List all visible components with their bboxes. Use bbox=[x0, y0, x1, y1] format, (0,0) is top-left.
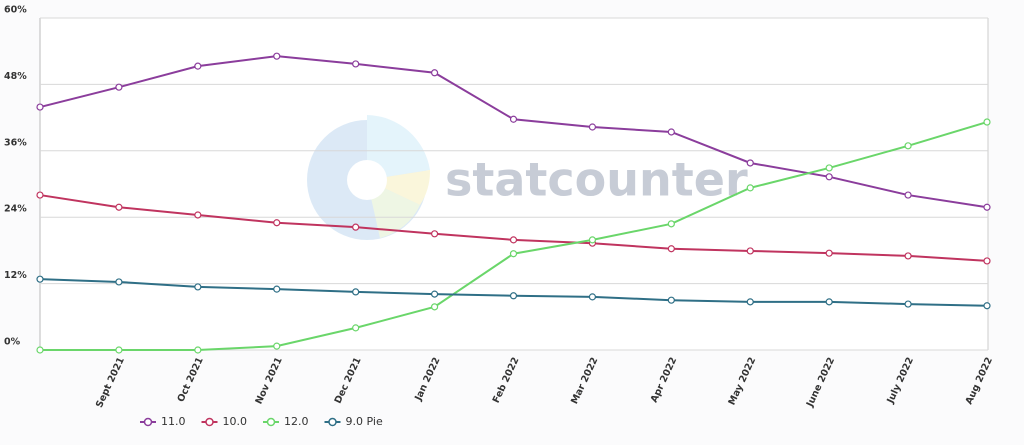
data-point bbox=[667, 245, 675, 253]
data-point bbox=[746, 159, 754, 167]
data-point bbox=[194, 346, 202, 354]
data-point bbox=[509, 292, 518, 300]
data-point bbox=[825, 164, 833, 172]
legend-label: 10.0 bbox=[223, 415, 248, 428]
data-point bbox=[430, 290, 439, 298]
data-point bbox=[352, 324, 360, 332]
legend-label: 9.0 Pie bbox=[346, 415, 383, 428]
data-point bbox=[352, 60, 360, 68]
data-point bbox=[36, 103, 44, 111]
data-point bbox=[746, 298, 754, 306]
data-point bbox=[667, 220, 675, 228]
data-point bbox=[430, 69, 439, 77]
data-point bbox=[588, 293, 597, 301]
y-tick-label: 24% bbox=[4, 204, 27, 215]
data-point bbox=[194, 283, 202, 291]
watermark: statcounter bbox=[445, 153, 748, 207]
data-point bbox=[194, 62, 202, 70]
data-point bbox=[904, 142, 912, 150]
data-point bbox=[746, 247, 754, 255]
data-point bbox=[825, 298, 833, 306]
data-point bbox=[667, 296, 675, 304]
data-point bbox=[36, 275, 44, 283]
data-point bbox=[588, 236, 597, 244]
data-point bbox=[904, 252, 912, 260]
y-tick-label: 36% bbox=[4, 137, 27, 148]
data-point bbox=[983, 118, 991, 126]
legend-label: 11.0 bbox=[161, 415, 186, 428]
legend-marker bbox=[205, 417, 214, 427]
legend-marker bbox=[266, 417, 276, 427]
data-point bbox=[509, 250, 518, 258]
y-tick-label: 60% bbox=[4, 5, 27, 16]
legend-label: 12.0 bbox=[284, 415, 309, 428]
data-point bbox=[983, 203, 991, 211]
data-point bbox=[115, 83, 123, 91]
data-point bbox=[273, 342, 281, 350]
data-point bbox=[825, 249, 833, 257]
data-point bbox=[825, 173, 833, 181]
data-point bbox=[36, 191, 44, 199]
data-point bbox=[115, 346, 123, 354]
data-point bbox=[588, 123, 597, 131]
data-point bbox=[509, 236, 518, 244]
watermark-logo bbox=[307, 115, 431, 240]
data-point bbox=[667, 128, 675, 136]
data-point bbox=[36, 346, 44, 354]
data-point bbox=[904, 300, 912, 308]
data-point bbox=[352, 223, 360, 231]
data-point bbox=[115, 203, 123, 211]
data-point bbox=[983, 302, 991, 310]
data-point bbox=[509, 115, 518, 123]
y-tick-label: 12% bbox=[4, 270, 27, 281]
y-tick-label: 48% bbox=[4, 71, 27, 82]
data-point bbox=[746, 184, 754, 192]
y-tick-label: 0% bbox=[4, 337, 21, 348]
data-point bbox=[273, 219, 281, 227]
data-point bbox=[194, 211, 202, 219]
data-point bbox=[352, 288, 360, 296]
legend-marker bbox=[328, 417, 337, 427]
data-point bbox=[983, 257, 991, 265]
data-point bbox=[430, 230, 439, 238]
data-point bbox=[273, 285, 281, 293]
legend-marker bbox=[143, 417, 153, 427]
data-point bbox=[430, 303, 439, 311]
data-point bbox=[115, 278, 123, 286]
data-point bbox=[904, 191, 912, 199]
data-point bbox=[273, 52, 281, 60]
